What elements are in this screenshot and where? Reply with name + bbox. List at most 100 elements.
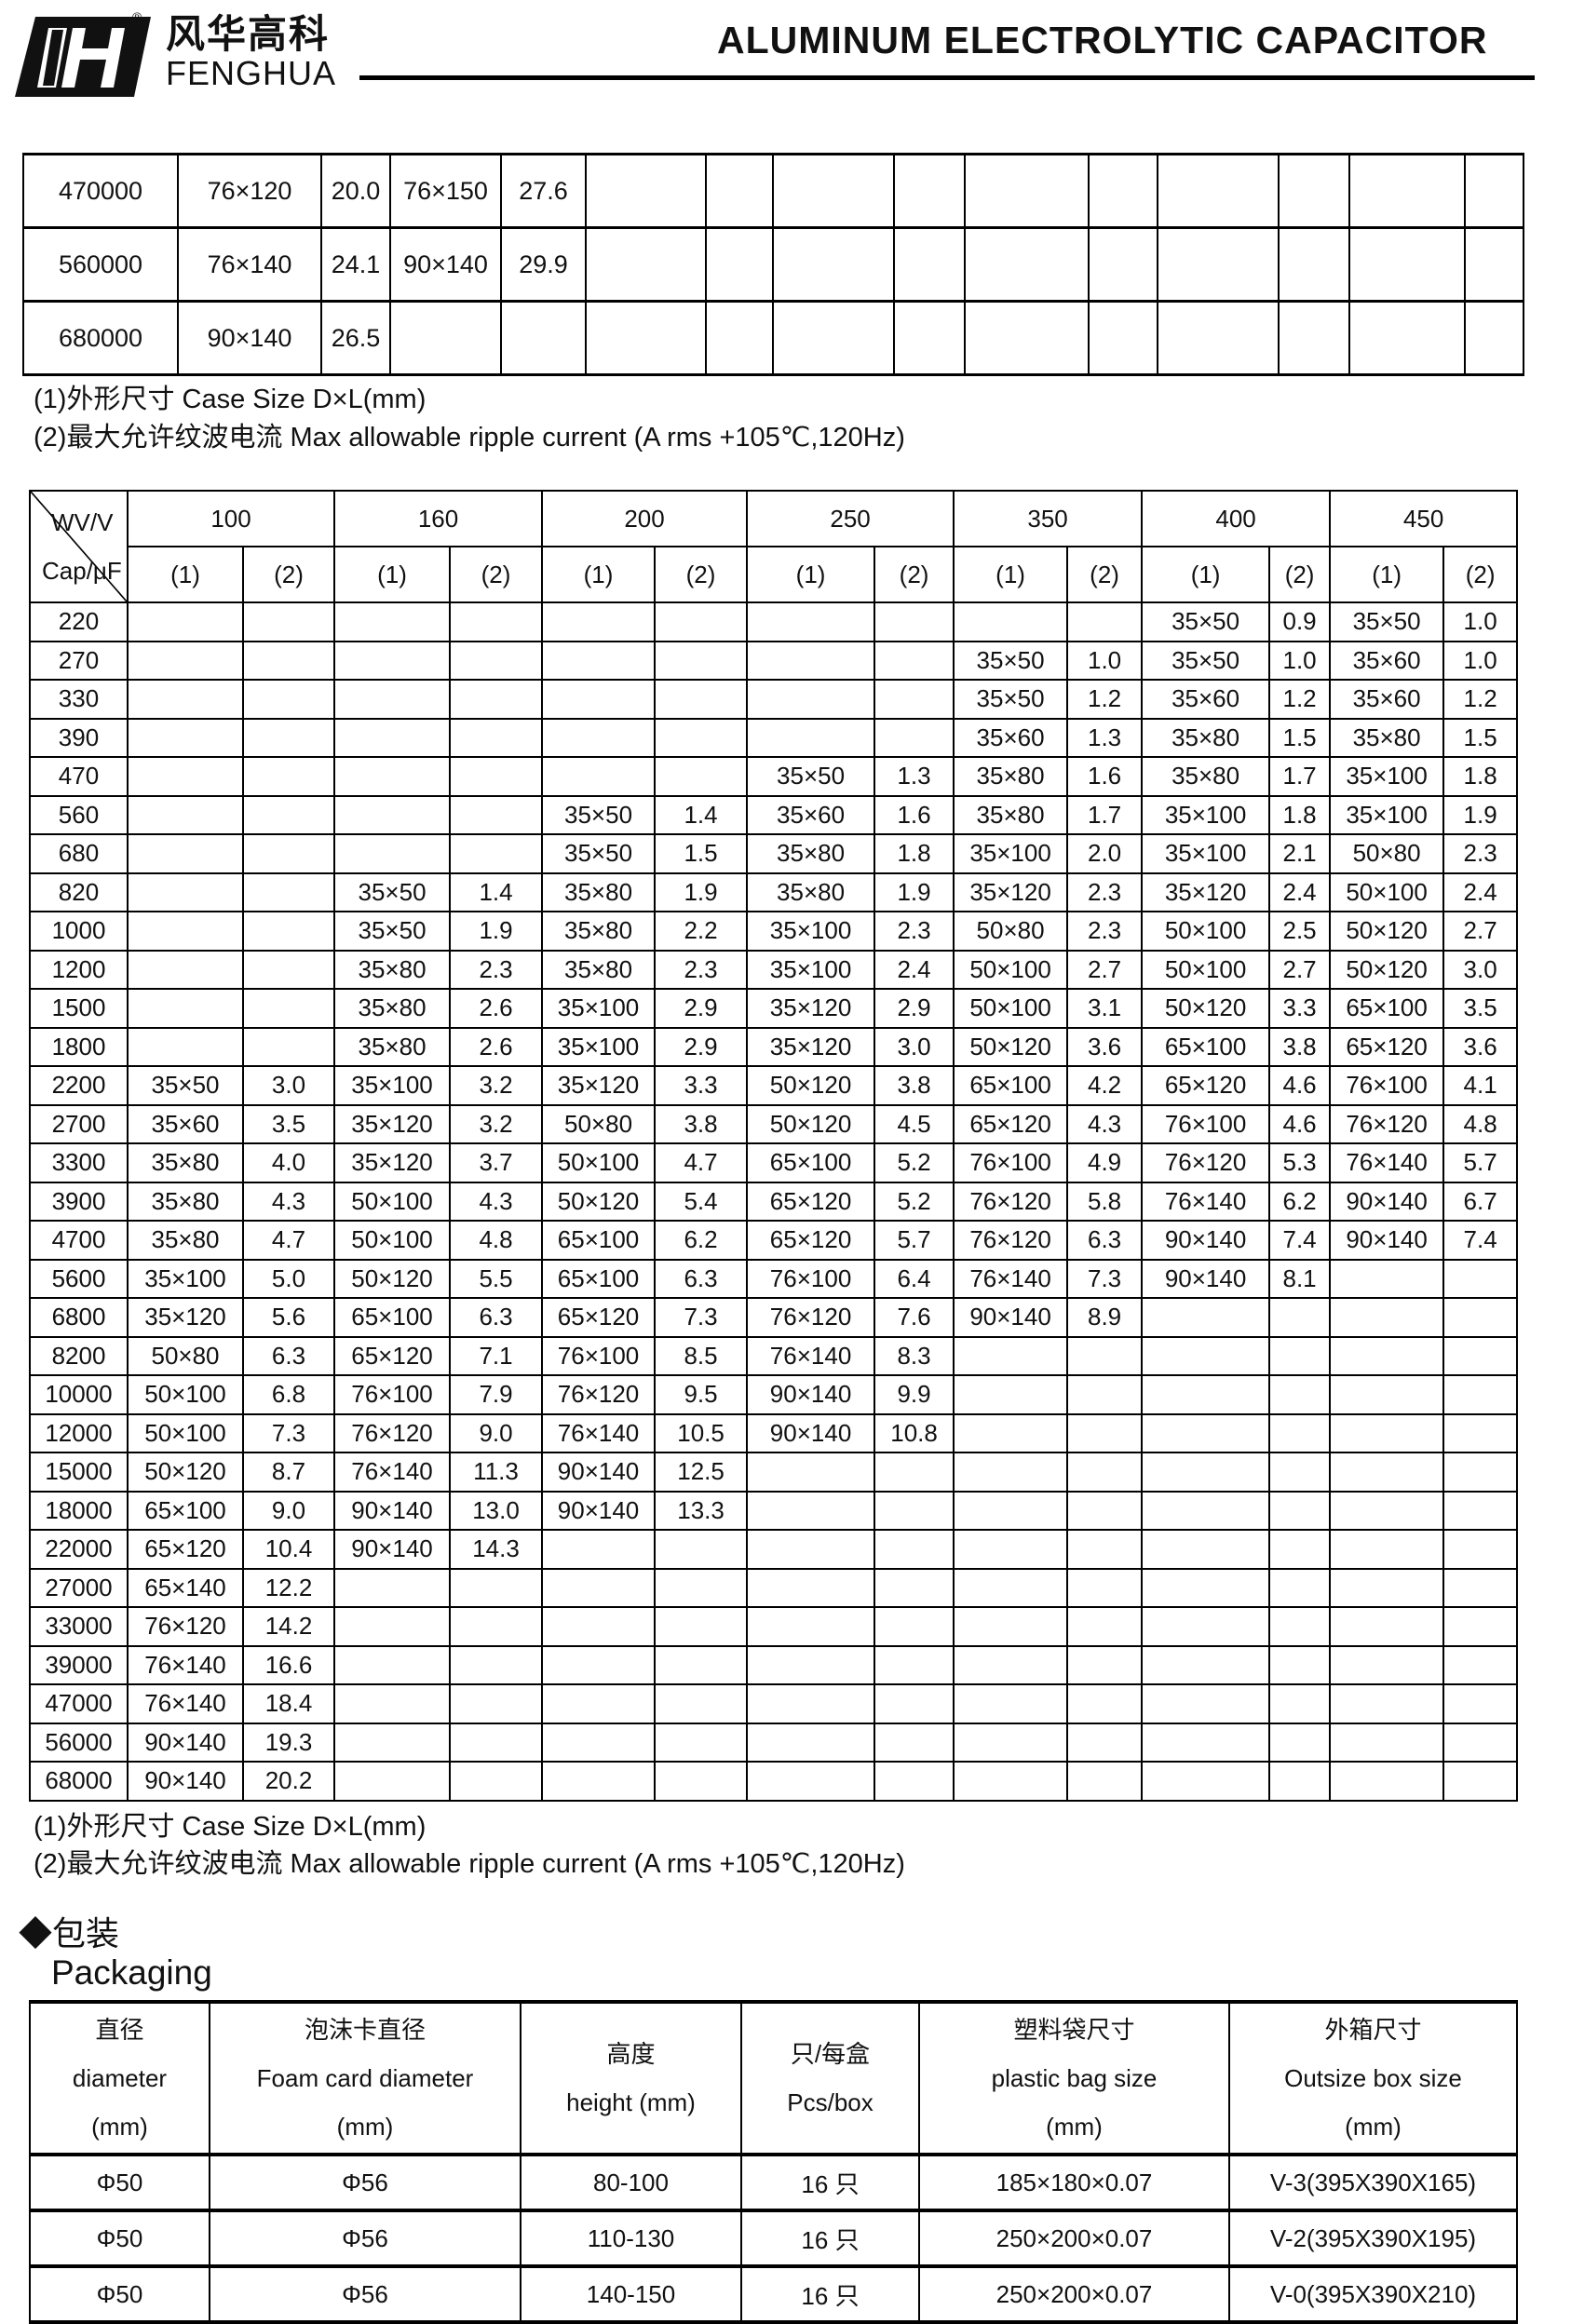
case-size-cell: 65×140 [127, 1567, 244, 1608]
ripple-current-cell [1268, 1374, 1332, 1415]
ripple-current-cell: 1.2 [1066, 679, 1144, 720]
ripple-current-cell [1442, 1297, 1519, 1338]
case-size-cell [746, 1761, 876, 1802]
case-size-cell [1329, 1490, 1445, 1531]
header-line: Pcs/box [787, 2088, 874, 2116]
ripple-current-cell [241, 756, 336, 797]
case-size-cell [1141, 1606, 1271, 1647]
case-size-cell: 50×100 [1329, 872, 1445, 912]
case-size-cell: 35×50 [1141, 601, 1271, 642]
case-size-cell: 90×140 [541, 1452, 657, 1493]
ripple-current-cell [874, 640, 955, 681]
ripple-current-cell [500, 300, 587, 376]
case-size-cell: 90×140 [333, 1490, 452, 1531]
case-size-cell: 76×100 [1141, 1103, 1271, 1144]
case-size-cell [953, 1335, 1069, 1376]
ripple-current-cell: 1.3 [874, 756, 955, 797]
brand-name-chinese: 风华高科 [166, 11, 331, 57]
case-size-cell: 90×140 [1329, 1220, 1445, 1261]
case-size-subheader: (1) [953, 546, 1069, 603]
ripple-current-cell [1066, 1452, 1144, 1493]
case-size-cell: 35×60 [1329, 640, 1445, 681]
case-size-cell: 76×120 [953, 1220, 1069, 1261]
diameter-cell: Φ50 [29, 2154, 210, 2212]
ripple-current-cell [654, 1567, 749, 1608]
case-size-cell [333, 1761, 452, 1802]
case-size-cell: 50×100 [953, 988, 1069, 1029]
case-size-cell: 35×80 [953, 794, 1069, 835]
case-size-cell [541, 1606, 657, 1647]
ripple-current-cell [874, 601, 955, 642]
ripple-current-cell: 3.0 [1442, 949, 1519, 990]
ripple-current-cell: 12.5 [654, 1452, 749, 1493]
case-size-cell [772, 226, 895, 303]
table-row: 68000 90×140 20.2 [29, 1761, 1519, 1802]
capacitance-cell: 22000 [29, 1529, 129, 1570]
capacitance-cell: 8200 [29, 1335, 129, 1376]
ripple-current-cell: 7.9 [449, 1374, 544, 1415]
case-size-cell: 35×80 [953, 756, 1069, 797]
ripple-current-cell [654, 601, 749, 642]
outer-box-size-cell: V-0(395X390X210) [1228, 2265, 1518, 2324]
ripple-current-cell [241, 872, 336, 912]
case-size-cell: 50×80 [1329, 833, 1445, 874]
ripple-current-cell: 3.2 [449, 1065, 544, 1106]
ripple-current-cell: 5.7 [1442, 1142, 1519, 1183]
ripple-current-cell: 8.7 [241, 1452, 336, 1493]
case-size-cell [1141, 1722, 1271, 1763]
case-size-cell [127, 794, 244, 835]
ripple-current-cell: 0.9 [1268, 601, 1332, 642]
ripple-current-cell [241, 911, 336, 952]
case-size-cell: 76×100 [1329, 1065, 1445, 1106]
ripple-current-cell [654, 679, 749, 720]
note-ripple-current: (2)最大允许纹波电流 Max allowable ripple current… [34, 423, 905, 453]
ripple-current-subheader: (2) [874, 546, 955, 603]
case-size-cell: 35×80 [333, 988, 452, 1029]
ripple-current-cell [654, 1529, 749, 1570]
ripple-current-cell [1088, 226, 1158, 303]
case-size-cell: 35×120 [1141, 872, 1271, 912]
ripple-current-cell [241, 717, 336, 758]
ripple-current-cell [1066, 1335, 1144, 1376]
case-size-cell [127, 601, 244, 642]
case-size-cell: 76×100 [746, 1258, 876, 1299]
case-size-cell [1329, 1761, 1445, 1802]
capacitance-cell: 12000 [29, 1412, 129, 1453]
case-size-cell [746, 1683, 876, 1724]
case-size-cell: 50×100 [1141, 949, 1271, 990]
ripple-current-cell [1268, 1606, 1332, 1647]
ripple-current-cell [449, 833, 544, 874]
ripple-current-cell: 5.6 [241, 1297, 336, 1338]
ripple-current-cell [1442, 1529, 1519, 1570]
pcs-per-box-cell: 16 只 [740, 2209, 920, 2268]
header-line: height (mm) [566, 2088, 696, 2116]
ripple-current-cell: 2.2 [654, 911, 749, 952]
ripple-current-cell: 24.1 [320, 226, 391, 303]
case-size-cell [1348, 153, 1466, 229]
case-size-cell: 90×140 [953, 1297, 1069, 1338]
registered-mark: ® [132, 9, 142, 24]
ripple-current-cell [1066, 1490, 1144, 1531]
ripple-current-cell: 4.0 [241, 1142, 336, 1183]
corner-header: WV/V Cap/μF [29, 490, 129, 603]
packaging-table: 直径 diameter (mm) 泡沫卡直径 Foam card diameter (mm… [29, 2000, 1518, 2324]
case-size-cell: 50×100 [1141, 911, 1271, 952]
header-line: plastic bag size [991, 2064, 1158, 2092]
ripple-current-cell: 9.0 [241, 1490, 336, 1531]
case-size-cell [333, 601, 452, 642]
table-row: 270 35×50 1.0 35×50 1.0 35×60 1.0 [29, 640, 1519, 681]
ripple-current-cell [705, 300, 774, 376]
ripple-current-cell [874, 1452, 955, 1493]
case-size-cell [1157, 226, 1280, 303]
header-line: 高度 [606, 2040, 656, 2068]
capacitance-cell: 1800 [29, 1026, 129, 1067]
case-size-cell: 35×80 [1141, 756, 1271, 797]
case-size-cell [541, 1761, 657, 1802]
ripple-current-cell: 1.5 [1442, 717, 1519, 758]
voltage-header: 400 [1141, 490, 1332, 547]
ripple-current-cell: 20.2 [241, 1761, 336, 1802]
ripple-current-cell: 6.8 [241, 1374, 336, 1415]
ripple-current-cell: 4.7 [241, 1220, 336, 1261]
pcs-per-box-cell: 16 只 [740, 2154, 920, 2212]
packaging-column-header: 外箱尺寸 Outsize box size (mm) [1228, 2000, 1518, 2156]
